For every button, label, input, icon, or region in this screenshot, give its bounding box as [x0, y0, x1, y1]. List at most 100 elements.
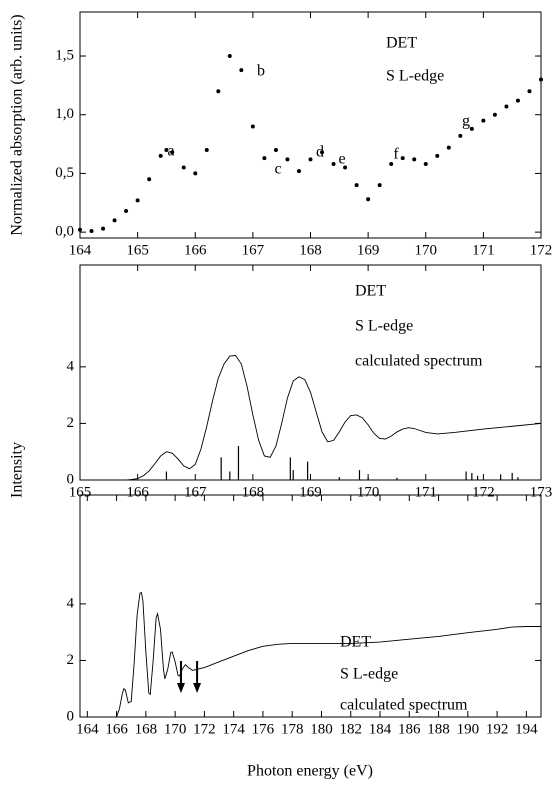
- data-point: [228, 54, 232, 58]
- panel-label: S L-edge: [355, 318, 413, 335]
- data-point: [274, 148, 278, 152]
- data-point: [470, 127, 474, 131]
- data-point: [216, 89, 220, 93]
- y-axis-label: Intensity: [9, 442, 26, 498]
- panel-label: calculated spectrum: [355, 353, 483, 370]
- x-tick-label: 174: [222, 721, 245, 737]
- data-point: [239, 68, 243, 72]
- x-tick-label: 172: [193, 721, 216, 737]
- spectrum-line: [87, 593, 541, 717]
- data-point: [251, 124, 255, 128]
- data-point: [297, 169, 301, 173]
- arrow-head: [177, 683, 185, 693]
- data-point: [412, 157, 416, 161]
- data-point: [332, 162, 336, 166]
- x-tick-label: 171: [472, 242, 495, 258]
- x-tick-label: 166: [105, 721, 128, 737]
- plot-frame: [80, 495, 541, 717]
- data-point: [193, 171, 197, 175]
- data-point: [458, 134, 462, 138]
- x-tick-label: 167: [242, 242, 265, 258]
- data-point: [164, 148, 168, 152]
- x-tick-label: 165: [126, 242, 149, 258]
- peak-label: g: [462, 113, 470, 130]
- panel-label: DET: [386, 35, 417, 52]
- x-tick-label: 170: [357, 484, 380, 500]
- panel-label: S L-edge: [340, 666, 398, 683]
- data-point: [424, 162, 428, 166]
- panel: 1641651661671681691701711720,00,51,01,5N…: [9, 12, 553, 258]
- x-tick-label: 172: [530, 242, 553, 258]
- data-point: [113, 218, 117, 222]
- data-point: [504, 105, 508, 109]
- panel-label: calculated spectrum: [340, 697, 468, 714]
- data-point: [309, 157, 313, 161]
- data-point: [159, 154, 163, 158]
- arrow: [193, 661, 201, 693]
- data-point: [78, 228, 82, 232]
- data-point: [205, 148, 209, 152]
- x-tick-label: 170: [415, 242, 438, 258]
- x-tick-label: 168: [299, 242, 322, 258]
- peak-label: c: [274, 161, 281, 178]
- x-tick-label: 178: [281, 721, 304, 737]
- data-point: [527, 89, 531, 93]
- data-point: [285, 157, 289, 161]
- data-point: [366, 197, 370, 201]
- data-point: [401, 156, 405, 160]
- x-tick-label: 188: [427, 721, 450, 737]
- x-axis-label: Photon energy (eV): [247, 763, 373, 780]
- data-point: [320, 150, 324, 154]
- panel: 1641661681701721741761781801821841861881…: [67, 495, 542, 780]
- y-tick-label: 0,0: [55, 224, 74, 240]
- y-tick-label: 1,5: [55, 47, 74, 63]
- data-point: [262, 156, 266, 160]
- data-point: [539, 78, 543, 82]
- x-tick-label: 182: [339, 721, 362, 737]
- x-tick-label: 168: [242, 484, 265, 500]
- data-point: [343, 166, 347, 170]
- x-tick-label: 184: [369, 721, 392, 737]
- y-tick-label: 4: [67, 358, 75, 374]
- data-point: [170, 150, 174, 154]
- x-tick-label: 171: [415, 484, 438, 500]
- y-axis-label: Normalized absorption (arb. units): [9, 14, 26, 235]
- data-point: [481, 119, 485, 123]
- data-point: [136, 198, 140, 202]
- x-tick-label: 166: [184, 242, 207, 258]
- data-point: [355, 183, 359, 187]
- panel: 165166167168169170171172173024IntensityD…: [9, 265, 553, 500]
- arrow-head: [193, 683, 201, 693]
- panel-label: DET: [355, 283, 386, 300]
- spectrum-line: [80, 356, 541, 480]
- data-point: [435, 154, 439, 158]
- arrow: [177, 661, 185, 693]
- y-tick-label: 4: [67, 595, 75, 611]
- y-tick-label: 2: [67, 415, 75, 431]
- x-tick-label: 167: [184, 484, 207, 500]
- panel-label: DET: [340, 634, 371, 651]
- x-tick-label: 194: [515, 721, 538, 737]
- data-point: [90, 229, 94, 233]
- x-tick-label: 192: [486, 721, 509, 737]
- data-point: [101, 227, 105, 231]
- x-tick-label: 170: [164, 721, 187, 737]
- y-tick-label: 2: [67, 652, 75, 668]
- y-tick-label: 0: [67, 471, 75, 487]
- data-point: [516, 99, 520, 103]
- x-tick-label: 169: [357, 242, 380, 258]
- y-tick-label: 0: [67, 708, 75, 724]
- x-tick-label: 190: [457, 721, 480, 737]
- peak-label: e: [338, 151, 345, 168]
- x-tick-label: 180: [310, 721, 333, 737]
- plot-frame: [80, 265, 541, 480]
- y-tick-label: 1,0: [55, 106, 74, 122]
- data-point: [493, 113, 497, 117]
- x-tick-label: 172: [472, 484, 495, 500]
- plot-frame: [80, 12, 541, 238]
- peak-label: b: [257, 63, 265, 80]
- data-point: [124, 209, 128, 213]
- peak-label: f: [393, 146, 399, 163]
- y-tick-label: 0,5: [55, 165, 74, 181]
